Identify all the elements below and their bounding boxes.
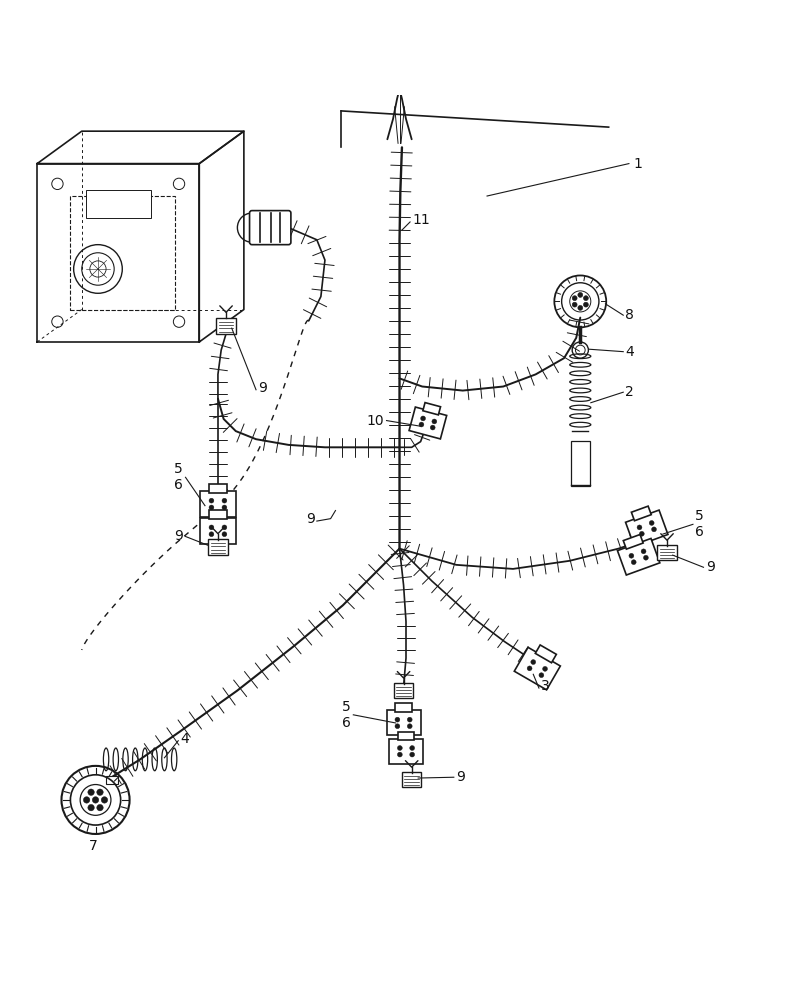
Circle shape xyxy=(630,560,635,565)
Circle shape xyxy=(97,804,103,811)
Circle shape xyxy=(572,302,577,307)
Bar xyxy=(534,645,556,663)
Text: 9: 9 xyxy=(705,560,714,574)
Bar xyxy=(631,506,650,521)
Circle shape xyxy=(526,666,531,671)
Circle shape xyxy=(88,789,94,795)
Bar xyxy=(623,534,642,549)
Circle shape xyxy=(539,673,543,678)
Bar xyxy=(395,703,411,712)
Bar xyxy=(86,190,151,218)
Bar xyxy=(570,441,590,486)
FancyBboxPatch shape xyxy=(616,538,659,575)
Circle shape xyxy=(84,797,90,803)
FancyBboxPatch shape xyxy=(388,739,423,764)
FancyBboxPatch shape xyxy=(401,772,421,787)
Circle shape xyxy=(649,521,654,525)
Circle shape xyxy=(637,525,642,530)
Circle shape xyxy=(407,717,412,722)
FancyBboxPatch shape xyxy=(656,545,676,560)
Text: 3: 3 xyxy=(541,679,549,693)
Circle shape xyxy=(88,804,94,811)
Text: 9: 9 xyxy=(174,529,182,543)
Circle shape xyxy=(572,296,577,301)
Circle shape xyxy=(418,422,423,427)
Circle shape xyxy=(642,555,647,560)
Text: 6: 6 xyxy=(174,478,182,492)
Text: 5: 5 xyxy=(694,509,703,523)
Circle shape xyxy=(221,498,226,503)
Circle shape xyxy=(394,717,399,722)
Bar xyxy=(70,196,174,310)
Circle shape xyxy=(430,425,435,430)
Text: 10: 10 xyxy=(366,414,384,428)
Circle shape xyxy=(410,746,414,750)
FancyBboxPatch shape xyxy=(409,407,446,439)
Text: 9: 9 xyxy=(456,770,465,784)
Bar xyxy=(397,732,414,740)
Text: 7: 7 xyxy=(88,839,97,853)
Circle shape xyxy=(221,532,226,537)
Text: 1: 1 xyxy=(633,157,641,171)
Circle shape xyxy=(629,553,633,558)
Circle shape xyxy=(407,724,412,729)
Circle shape xyxy=(92,797,99,803)
FancyBboxPatch shape xyxy=(249,211,290,245)
Circle shape xyxy=(577,292,582,297)
Circle shape xyxy=(583,302,588,307)
Text: 6: 6 xyxy=(341,716,350,730)
FancyBboxPatch shape xyxy=(386,710,420,735)
FancyBboxPatch shape xyxy=(393,683,413,698)
Text: 4: 4 xyxy=(180,732,189,746)
Bar xyxy=(208,484,226,493)
Circle shape xyxy=(208,532,213,537)
Circle shape xyxy=(583,296,588,301)
Bar xyxy=(105,776,118,784)
Text: 6: 6 xyxy=(694,525,703,539)
Bar xyxy=(423,403,440,415)
Text: 11: 11 xyxy=(412,213,430,227)
FancyBboxPatch shape xyxy=(208,539,227,555)
Circle shape xyxy=(97,789,103,795)
FancyBboxPatch shape xyxy=(200,518,235,544)
Circle shape xyxy=(208,525,213,530)
Circle shape xyxy=(650,527,655,532)
Circle shape xyxy=(397,746,401,750)
Circle shape xyxy=(420,416,425,421)
Circle shape xyxy=(410,752,414,757)
Circle shape xyxy=(641,549,646,554)
Circle shape xyxy=(577,305,582,310)
Circle shape xyxy=(208,505,213,510)
Circle shape xyxy=(397,752,401,757)
FancyBboxPatch shape xyxy=(216,318,235,334)
Circle shape xyxy=(394,724,399,729)
Circle shape xyxy=(638,531,643,536)
Circle shape xyxy=(221,525,226,530)
Text: 5: 5 xyxy=(174,462,182,476)
Circle shape xyxy=(431,419,436,424)
Circle shape xyxy=(101,797,108,803)
FancyBboxPatch shape xyxy=(513,647,560,690)
Bar xyxy=(208,510,226,519)
Circle shape xyxy=(530,660,535,664)
Text: 9: 9 xyxy=(258,381,267,395)
Circle shape xyxy=(542,666,547,671)
FancyBboxPatch shape xyxy=(624,510,667,547)
Text: 5: 5 xyxy=(341,700,350,714)
Text: 2: 2 xyxy=(624,385,633,399)
Text: 9: 9 xyxy=(306,512,315,526)
Text: 8: 8 xyxy=(624,308,633,322)
Circle shape xyxy=(221,505,226,510)
FancyBboxPatch shape xyxy=(200,491,235,517)
Circle shape xyxy=(208,498,213,503)
Text: 4: 4 xyxy=(624,345,633,359)
